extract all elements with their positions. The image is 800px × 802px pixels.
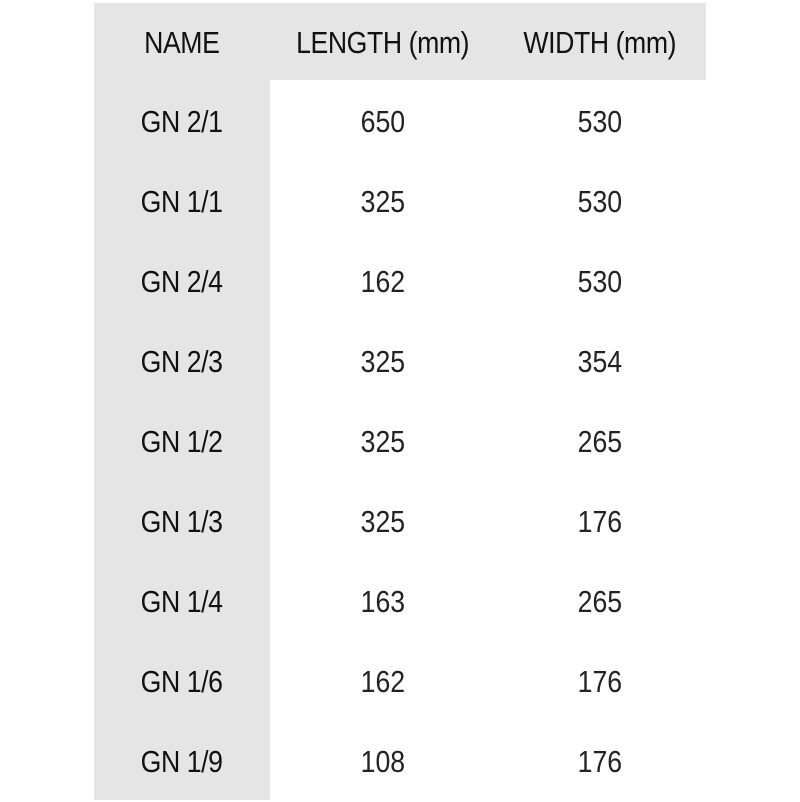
cell-value: 176 [577, 504, 623, 539]
table-cell-name: GN 2/4 [94, 242, 270, 322]
table-cell-width: 265 [500, 402, 700, 482]
cell-value: 176 [577, 664, 623, 699]
cell-value: 162 [360, 264, 406, 299]
column-header-length: LENGTH (mm) [284, 3, 482, 83]
table-cell-name: GN 2/1 [94, 82, 270, 162]
table-cell-length: 325 [284, 322, 482, 402]
cell-value: 354 [577, 344, 623, 379]
cell-value: 325 [360, 424, 406, 459]
table-cell-width: 176 [500, 482, 700, 562]
cell-value: GN 1/4 [141, 584, 223, 619]
cell-value: 265 [577, 424, 623, 459]
cell-value: 163 [360, 584, 406, 619]
table-cell-name: GN 1/3 [94, 482, 270, 562]
cell-value: 162 [360, 664, 406, 699]
table-cell-name: GN 1/1 [94, 162, 270, 242]
column-header-label: NAME [144, 25, 220, 60]
cell-value: GN 1/1 [141, 184, 223, 219]
cell-value: 650 [360, 104, 406, 139]
cell-value: 325 [360, 344, 406, 379]
cell-value: GN 2/4 [141, 264, 223, 299]
table-cell-width: 176 [500, 642, 700, 722]
table-cell-length: 650 [284, 82, 482, 162]
table-cell-length: 162 [284, 242, 482, 322]
cell-value: 325 [360, 504, 406, 539]
table-cell-name: GN 1/2 [94, 402, 270, 482]
cell-value: GN 2/1 [141, 104, 223, 139]
cell-value: 325 [360, 184, 406, 219]
column-header-label: LENGTH (mm) [296, 25, 470, 60]
table-cell-name: GN 2/3 [94, 322, 270, 402]
table-cell-width: 530 [500, 242, 700, 322]
name-column-background [94, 80, 270, 800]
table-cell-width: 530 [500, 162, 700, 242]
table-cell-length: 108 [284, 722, 482, 802]
table-cell-width: 530 [500, 82, 700, 162]
column-header-name: NAME [94, 3, 270, 83]
table-cell-name: GN 1/9 [94, 722, 270, 802]
cell-value: GN 1/3 [141, 504, 223, 539]
cell-value: 530 [577, 184, 623, 219]
table-cell-name: GN 1/4 [94, 562, 270, 642]
header-background [94, 3, 706, 80]
cell-value: 108 [360, 744, 406, 779]
table-cell-length: 325 [284, 162, 482, 242]
table-cell-name: GN 1/6 [94, 642, 270, 722]
cell-value: GN 2/3 [141, 344, 223, 379]
table-cell-length: 325 [284, 482, 482, 562]
column-header-width: WIDTH (mm) [500, 3, 700, 83]
table-cell-length: 325 [284, 402, 482, 482]
cell-value: GN 1/9 [141, 744, 223, 779]
table-cell-length: 163 [284, 562, 482, 642]
cell-value: GN 1/2 [141, 424, 223, 459]
table-cell-width: 354 [500, 322, 700, 402]
table-cell-length: 162 [284, 642, 482, 722]
cell-value: GN 1/6 [141, 664, 223, 699]
cell-value: 176 [577, 744, 623, 779]
table-cell-width: 265 [500, 562, 700, 642]
cell-value: 530 [577, 104, 623, 139]
column-header-label: WIDTH (mm) [523, 25, 677, 60]
table-cell-width: 176 [500, 722, 700, 802]
cell-value: 265 [577, 584, 623, 619]
cell-value: 530 [577, 264, 623, 299]
